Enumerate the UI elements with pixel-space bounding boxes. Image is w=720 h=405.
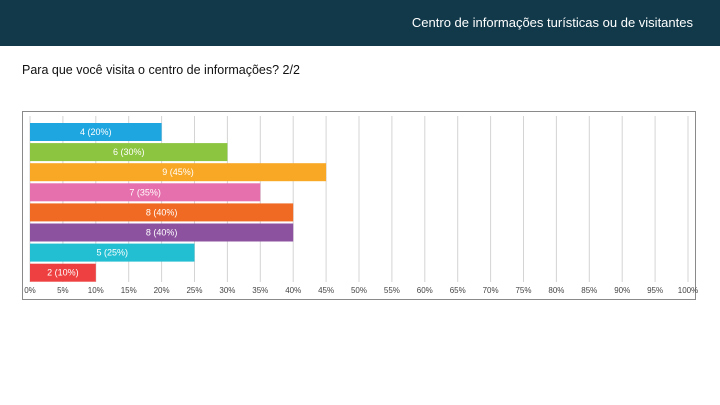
bar-data-label: 6 (30%) bbox=[113, 147, 145, 157]
x-tick-label: 20% bbox=[154, 286, 170, 295]
x-axis-ticks: 0% 5% 10% 15% 20% 25% 30% 35% 40% 45% 50% 55% 60% 65%… bbox=[24, 286, 698, 295]
x-tick-label: 0% bbox=[24, 286, 36, 295]
x-tick-label: 10% bbox=[88, 286, 104, 295]
x-tick-label: 95% bbox=[647, 286, 663, 295]
bar-data-label: 8 (40%) bbox=[146, 207, 178, 217]
bar-data-label: 2 (10%) bbox=[47, 268, 79, 278]
bar bbox=[30, 263, 96, 282]
x-tick-label: 15% bbox=[121, 286, 137, 295]
x-tick-label: 30% bbox=[219, 286, 235, 295]
x-tick-label: 70% bbox=[483, 286, 499, 295]
x-tick-label: 25% bbox=[186, 286, 202, 295]
x-tick-label: 35% bbox=[252, 286, 268, 295]
bar-data-label: 9 (45%) bbox=[162, 167, 194, 177]
bar bbox=[30, 243, 195, 262]
x-tick-label: 55% bbox=[384, 286, 400, 295]
x-tick-label: 50% bbox=[351, 286, 367, 295]
bar bbox=[30, 163, 327, 182]
bar bbox=[30, 203, 294, 222]
bar-data-label: 5 (25%) bbox=[96, 248, 128, 258]
bar bbox=[30, 223, 294, 242]
x-tick-label: 75% bbox=[515, 286, 531, 295]
bar-data-label: 7 (35%) bbox=[129, 187, 161, 197]
x-tick-label: 80% bbox=[548, 286, 564, 295]
bar-data-label: 4 (20%) bbox=[80, 127, 112, 137]
x-tick-label: 5% bbox=[57, 286, 69, 295]
x-tick-label: 60% bbox=[417, 286, 433, 295]
question-title: Para que você visita o centro de informa… bbox=[22, 63, 300, 77]
bar bbox=[30, 143, 228, 162]
x-tick-label: 90% bbox=[614, 286, 630, 295]
header-title: Centro de informações turísticas ou de v… bbox=[411, 15, 693, 30]
bar bbox=[30, 123, 162, 141]
bars: 4 (20%)6 (30%) 9 (45%)7 (35%) 8 (40%) 8 (40… bbox=[30, 123, 327, 282]
x-tick-label: 40% bbox=[285, 286, 301, 295]
header-bar: Centro de informações turísticas ou de v… bbox=[0, 0, 720, 46]
bar-data-label: 8 (40%) bbox=[146, 228, 178, 238]
x-tick-label: 85% bbox=[581, 286, 597, 295]
x-tick-label: 100% bbox=[678, 286, 698, 295]
x-tick-label: 65% bbox=[450, 286, 466, 295]
bar bbox=[30, 183, 261, 202]
x-tick-label: 45% bbox=[318, 286, 334, 295]
